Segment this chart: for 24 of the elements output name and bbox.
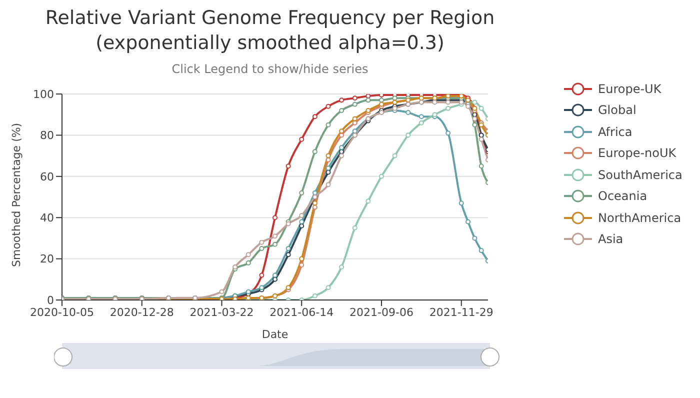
legend-label: Oceania	[598, 189, 648, 204]
y-axis-title: Smoothed Percentage (%)	[10, 122, 23, 267]
legend-label: NorthAmerica	[598, 210, 682, 225]
x-tick-label: 2020-12-28	[110, 306, 174, 319]
y-tick-label: 80	[40, 129, 54, 142]
y-tick-label: 20	[40, 252, 54, 266]
legend-label: Asia	[598, 232, 624, 246]
chart-title: Relative Variant Genome Frequency per Region (exponentially smoothed alpha=0.3)	[44, 6, 496, 56]
x-tick-label: 2021-11-29	[429, 306, 494, 319]
legend-label: Europe-noUK	[598, 146, 676, 160]
y-tick-label: 40	[40, 212, 54, 225]
legend-label: Global	[598, 103, 636, 118]
y-tick-label: 100	[33, 88, 54, 101]
legend-label: Europe-UK	[598, 82, 662, 96]
x-axis-title: Date	[262, 328, 288, 341]
legend-label: SouthAmerica	[598, 168, 682, 182]
legend-label: Africa	[598, 124, 632, 139]
y-tick-label: 60	[40, 170, 54, 184]
chart-subtitle: Click Legend to show/hide series	[170, 62, 370, 76]
y-tick-label: 0	[47, 294, 54, 307]
x-tick-label: 2020-10-05	[30, 306, 94, 319]
x-tick-label: 2021-09-06	[350, 306, 414, 319]
x-tick-label: 2021-03-22	[190, 306, 254, 319]
x-tick-label: 2021-06-14	[270, 306, 334, 319]
